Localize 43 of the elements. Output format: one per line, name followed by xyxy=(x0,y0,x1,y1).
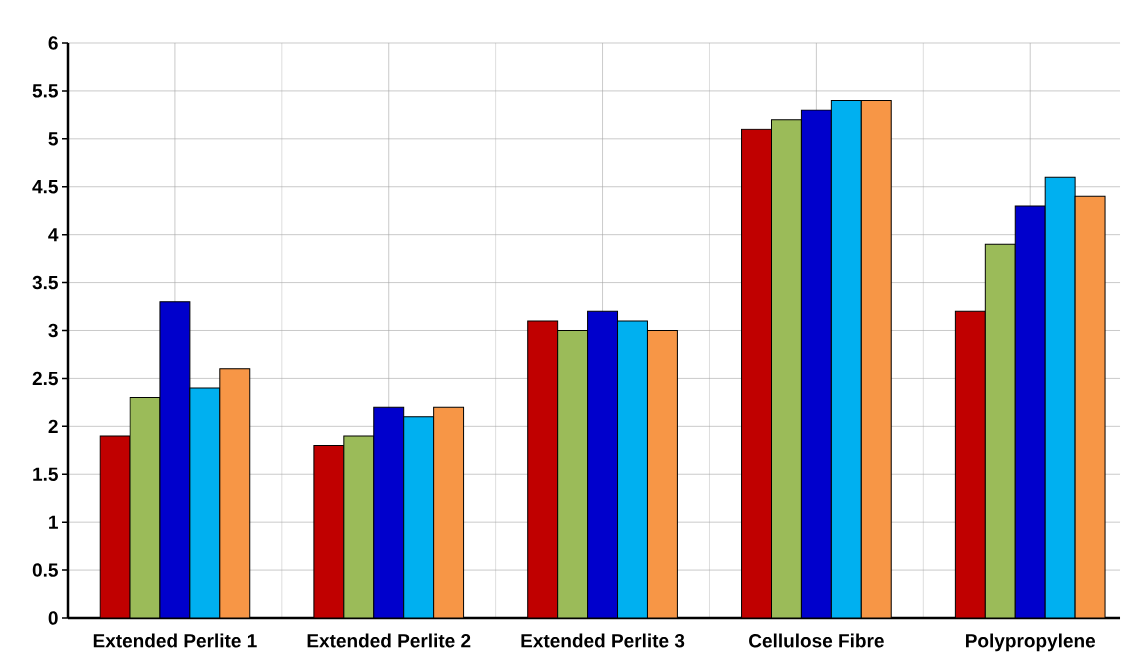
x-tick-label: Extended Perlite 2 xyxy=(307,633,471,648)
bar xyxy=(99,435,131,618)
bar xyxy=(800,109,832,618)
bar xyxy=(770,119,802,618)
y-tick-label: 1.5 xyxy=(33,467,58,481)
x-tick-label: Extended Perlite 1 xyxy=(93,633,257,648)
y-tick-label: 0.5 xyxy=(32,563,58,577)
bar xyxy=(433,406,465,618)
y-tick-label: 1 xyxy=(49,515,58,529)
y-tick-label: 4 xyxy=(48,228,59,242)
x-tick-label: Polypropylene xyxy=(966,633,1096,652)
bar xyxy=(343,435,375,618)
y-tick-label: 3 xyxy=(48,323,58,338)
y-tick-label: 2.5 xyxy=(32,371,58,386)
x-tick-label: Extended Perlite 3 xyxy=(521,633,685,648)
bar xyxy=(373,406,405,618)
bar xyxy=(527,320,559,618)
bar xyxy=(189,387,221,618)
bar xyxy=(129,397,161,618)
bar xyxy=(159,301,191,618)
bar xyxy=(403,416,435,618)
bar xyxy=(984,243,1016,618)
bar xyxy=(741,128,772,618)
bar xyxy=(587,310,619,618)
y-tick-label: 6 xyxy=(48,36,58,50)
bar xyxy=(954,310,986,618)
y-tick-label: 3.5 xyxy=(32,275,58,290)
bar xyxy=(219,368,251,618)
y-tick-label: 5.5 xyxy=(32,84,58,98)
y-tick-label: 2 xyxy=(48,419,58,433)
bar xyxy=(830,100,862,618)
bar xyxy=(313,445,345,618)
y-tick-label: 0 xyxy=(48,611,58,625)
bar xyxy=(1044,176,1076,618)
bar xyxy=(860,100,892,618)
x-tick-label: Cellulose Fibre xyxy=(749,633,884,648)
y-tick-label: 4.5 xyxy=(32,180,58,194)
bar xyxy=(1074,195,1106,618)
bar xyxy=(1014,205,1046,618)
bar xyxy=(557,330,589,618)
y-tick-label: 5 xyxy=(48,132,58,146)
bar xyxy=(617,320,648,618)
bar xyxy=(646,330,678,618)
